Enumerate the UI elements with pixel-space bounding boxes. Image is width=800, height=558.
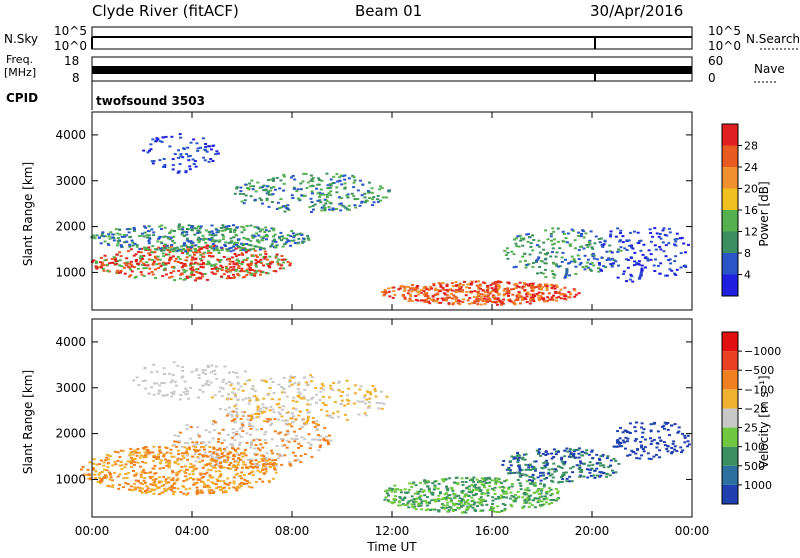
- nsky-tick-lo: 10^0: [54, 39, 87, 53]
- colorbar-tick-label: 20: [744, 183, 758, 196]
- colorbar-tick-label: −500: [744, 364, 774, 377]
- colorbar-tick-label: 16: [744, 204, 758, 217]
- time-tick-label: 00:00: [675, 524, 710, 538]
- cpid-value: twofsound 3503: [96, 94, 205, 108]
- colorbar-tick-label: −1000: [744, 345, 781, 358]
- velocity-ylabel: Slant Range [km]: [21, 370, 35, 474]
- y-tick-label: 4000: [55, 128, 86, 142]
- y-tick-label: 3000: [55, 174, 86, 188]
- time-tick-label: 04:00: [175, 524, 210, 538]
- nave-tick-lo: 0: [708, 71, 716, 85]
- time-tick-label: 12:00: [375, 524, 410, 538]
- colorbar-tick-label: 500: [744, 460, 765, 473]
- colorbar-segment: [722, 370, 738, 390]
- colorbar-segment: [722, 389, 738, 409]
- freq-tick-hi: 18: [64, 54, 79, 68]
- freq-tick-lo: 8: [72, 71, 80, 85]
- nsearch-tick-lo: 10^0: [708, 39, 741, 53]
- velocity-colorbar-label: Velocity [m s⁻¹]: [757, 375, 771, 468]
- power-panel: 1000 2000 3000 4000 Slant Range [km] 4 8 12 16…: [21, 111, 771, 311]
- freq-label: Freq.: [6, 53, 33, 66]
- colorbar-segment: [722, 351, 738, 371]
- colorbar-tick-label: 8: [744, 247, 751, 260]
- colorbar-segment: [722, 446, 738, 466]
- velocity-data: [80, 361, 691, 514]
- colorbar-segment: [722, 188, 738, 210]
- y-tick-label: 4000: [55, 335, 86, 349]
- time-tick-label: 16:00: [475, 524, 510, 538]
- nsky-label: N.Sky: [4, 32, 38, 46]
- colorbar-segment: [722, 231, 738, 253]
- nsearch-tick-hi: 10^5: [708, 24, 741, 38]
- colorbar-segment: [722, 210, 738, 232]
- cpid-label: CPID: [6, 91, 38, 105]
- y-tick-label: 3000: [55, 381, 86, 395]
- time-tick-label: 00:00: [75, 524, 110, 538]
- colorbar-segment: [722, 427, 738, 447]
- beam-title: Beam 01: [355, 2, 422, 20]
- x-axis-title: Time UT: [366, 540, 417, 554]
- colorbar-tick-label: 25: [744, 422, 758, 435]
- colorbar-tick-label: −25: [744, 402, 767, 415]
- time-tick-label: 20:00: [575, 524, 610, 538]
- nsearch-label: N.Search: [746, 32, 800, 46]
- colorbar-tick-label: 4: [744, 269, 751, 282]
- y-tick-label: 2000: [55, 220, 86, 234]
- colorbar-segment: [722, 465, 738, 485]
- y-tick-label: 1000: [55, 265, 86, 279]
- y-tick-label: 2000: [55, 427, 86, 441]
- colorbar-segment: [722, 253, 738, 275]
- colorbar-segment: [722, 167, 738, 189]
- power-colorbar-label: Power [dB]: [757, 181, 771, 246]
- colorbar-segment: [722, 124, 738, 146]
- colorbar-tick-label: 12: [744, 226, 758, 239]
- nsky-tick-hi: 10^5: [54, 24, 87, 38]
- station-title: Clyde River (fitACF): [92, 2, 239, 20]
- cpid-panel: CPID twofsound 3503: [6, 81, 205, 110]
- colorbar-tick-label: 28: [744, 140, 758, 153]
- power-ylabel: Slant Range [km]: [21, 162, 35, 266]
- colorbar-segment: [722, 145, 738, 167]
- date-title: 30/Apr/2016: [590, 2, 683, 20]
- colorbar-segment: [722, 484, 738, 504]
- colorbar-segment: [722, 274, 738, 296]
- nave-tick-hi: 60: [708, 54, 723, 68]
- colorbar-segment: [722, 332, 738, 352]
- colorbar-segment: [722, 408, 738, 428]
- nave-label: Nave: [754, 62, 785, 76]
- colorbar-frame: [721, 331, 739, 505]
- colorbar-tick-label: 100: [744, 441, 765, 454]
- colorbar-tick-label: −100: [744, 383, 774, 396]
- colorbar-tick-label: 24: [744, 161, 758, 174]
- freq-unit: [MHz]: [4, 66, 36, 79]
- power-data: [90, 133, 690, 306]
- y-tick-label: 1000: [55, 472, 86, 486]
- freq-panel: Freq. [MHz] 18 8 Nave 60 0: [4, 53, 785, 85]
- time-tick-label: 08:00: [275, 524, 310, 538]
- velocity-panel: 1000 2000 3000 4000 Slant Range [km] 1000 50…: [21, 318, 781, 518]
- nsky-panel: N.Sky 10^5 10^0 N.Search 10^5 10^0: [4, 24, 800, 53]
- colorbar-tick-label: 1000: [744, 479, 772, 492]
